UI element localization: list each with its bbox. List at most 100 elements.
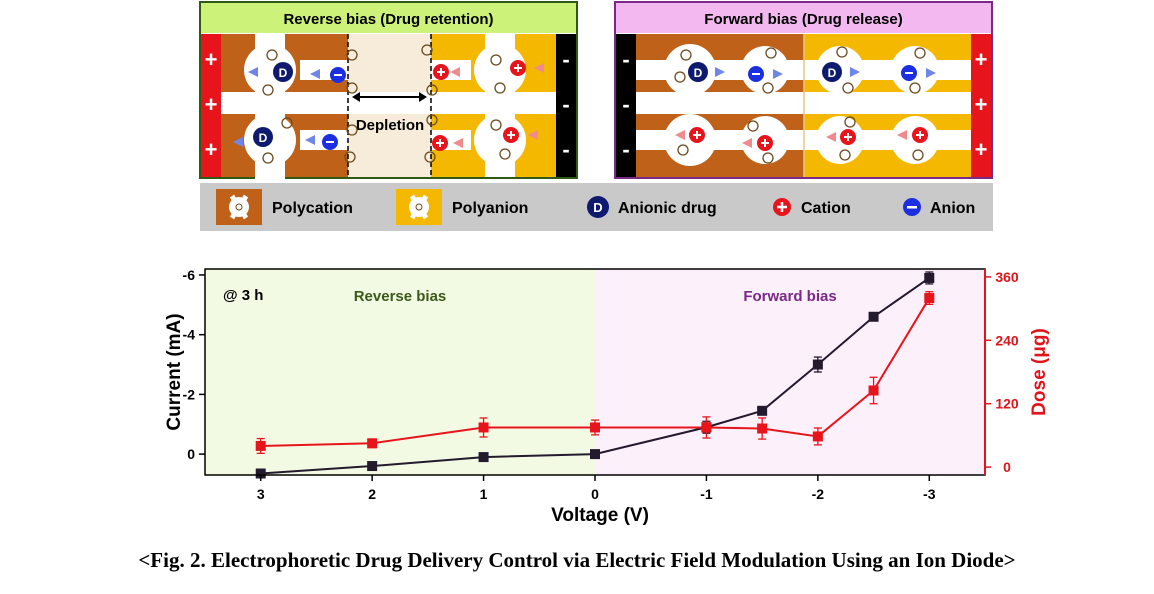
dose-point	[367, 438, 378, 449]
forward-bias-region	[595, 269, 985, 475]
forward-panel-header	[616, 3, 991, 33]
cation-icon	[510, 60, 526, 76]
electrode-sign: +	[975, 47, 988, 72]
drug-icon: D	[273, 62, 293, 82]
reverse-bias-region	[205, 269, 595, 475]
forward-panel-body: - - - + + + D D	[616, 34, 991, 177]
reverse-panel-body: + + + - - - Depletion D D	[201, 34, 576, 184]
legend-label: Anion	[930, 200, 975, 217]
dose-point	[701, 422, 712, 433]
arrow-icon	[310, 69, 320, 79]
electrode-sign: -	[622, 47, 629, 72]
dose-point	[590, 422, 600, 433]
depletion-arrow-head	[352, 92, 360, 102]
current-point	[478, 452, 489, 463]
left-tick-label: 0	[187, 446, 195, 462]
svg-text:D: D	[279, 66, 288, 80]
current-point	[757, 405, 768, 416]
arrow-icon	[248, 67, 258, 77]
current-point	[812, 359, 823, 370]
arrow-icon	[826, 132, 836, 142]
left-electrode	[201, 34, 221, 177]
anion-icon	[903, 198, 921, 216]
arrow-icon	[675, 130, 685, 140]
current-point	[367, 461, 378, 472]
x-tick-label: -1	[700, 486, 713, 502]
arrow-icon	[305, 135, 315, 145]
voltage-current-dose-chart: Reverse bias Forward bias 3 2 1 0 -1 -2 -3 -6 -4…	[164, 267, 1050, 526]
arrow-icon	[233, 137, 243, 147]
forward-bias-label: Forward bias	[743, 288, 836, 305]
current-point	[255, 468, 266, 479]
legend-bar: Polycation Polyanion D Anionic drug Cati…	[200, 183, 993, 231]
electrode-sign: -	[622, 137, 629, 162]
right-tick-label: 0	[1003, 459, 1011, 475]
current-point	[868, 311, 879, 322]
legend-label: Polycation	[272, 200, 353, 217]
electrode-sign: -	[562, 47, 569, 72]
electrode-sign: +	[975, 92, 988, 117]
electrode-sign: -	[622, 92, 629, 117]
x-tick-label: 2	[368, 486, 376, 502]
depletion-label: Depletion	[356, 117, 424, 134]
fixed-charge-icons	[674, 46, 926, 164]
x-tick-label: 3	[257, 486, 265, 502]
arrow-icon	[926, 68, 936, 78]
anion-icon	[330, 67, 346, 83]
right-electrode	[556, 34, 576, 177]
arrow-icon	[850, 67, 860, 77]
electrode-sign: +	[205, 137, 218, 162]
legend-label: Cation	[801, 200, 851, 217]
dose-point	[812, 431, 823, 442]
forward-panel-title: Forward bias (Drug release)	[704, 11, 902, 28]
dose-point	[478, 422, 489, 433]
cation-icon	[503, 127, 519, 143]
left-tick-label: -2	[183, 386, 196, 402]
svg-text:D: D	[828, 66, 837, 80]
current-point	[590, 449, 600, 460]
cation-icon	[840, 129, 856, 145]
arrow-icon	[773, 69, 783, 79]
anionic-drug-icon: D	[587, 196, 609, 218]
arrow-icon	[715, 67, 725, 77]
left-tick-label: -4	[183, 327, 196, 343]
arrow-icon	[450, 67, 460, 77]
cation-icon	[757, 135, 773, 151]
cation-icon	[432, 135, 448, 151]
reverse-bias-panel: Reverse bias (Drug retention)	[199, 1, 578, 184]
arrow-icon	[453, 138, 463, 148]
electrode-sign: -	[562, 92, 569, 117]
fixed-charge-icons	[262, 44, 511, 164]
x-tick-label: -2	[812, 486, 825, 502]
right-tick-label: 120	[995, 396, 1019, 412]
arrow-icon	[742, 138, 752, 148]
electrode-sign: +	[205, 47, 218, 72]
drug-icon: D	[253, 127, 273, 147]
depletion-arrow-head	[419, 92, 427, 102]
anion-icon	[901, 65, 917, 81]
x-tick-label: 0	[591, 486, 599, 502]
x-axis-label: Voltage (V)	[551, 505, 649, 526]
polycation-icon	[216, 189, 262, 225]
x-tick-label: -3	[923, 486, 936, 502]
cation-icon	[433, 64, 449, 80]
cation-icon	[689, 127, 705, 143]
left-electrode	[616, 34, 636, 177]
right-tick-label: 360	[995, 269, 1019, 285]
left-axis-label: Current (mA)	[164, 313, 185, 430]
arrow-icon	[534, 63, 544, 73]
right-tick-label: 240	[995, 332, 1019, 348]
right-axis-label: Dose (μg)	[1029, 328, 1050, 416]
electrode-sign: +	[205, 92, 218, 117]
svg-text:D: D	[259, 131, 268, 145]
svg-text:D: D	[593, 200, 602, 215]
left-tick-label: -6	[183, 267, 196, 283]
drug-icon: D	[688, 62, 708, 82]
drug-icon: D	[822, 62, 842, 82]
reverse-panel-title: Reverse bias (Drug retention)	[283, 11, 493, 28]
figure-caption: <Fig. 2. Electrophoretic Drug Delivery C…	[138, 548, 1016, 572]
svg-text:D: D	[694, 66, 703, 80]
dose-point	[868, 385, 879, 396]
forward-bias-panel: Forward bias (Drug release) -	[614, 1, 993, 179]
